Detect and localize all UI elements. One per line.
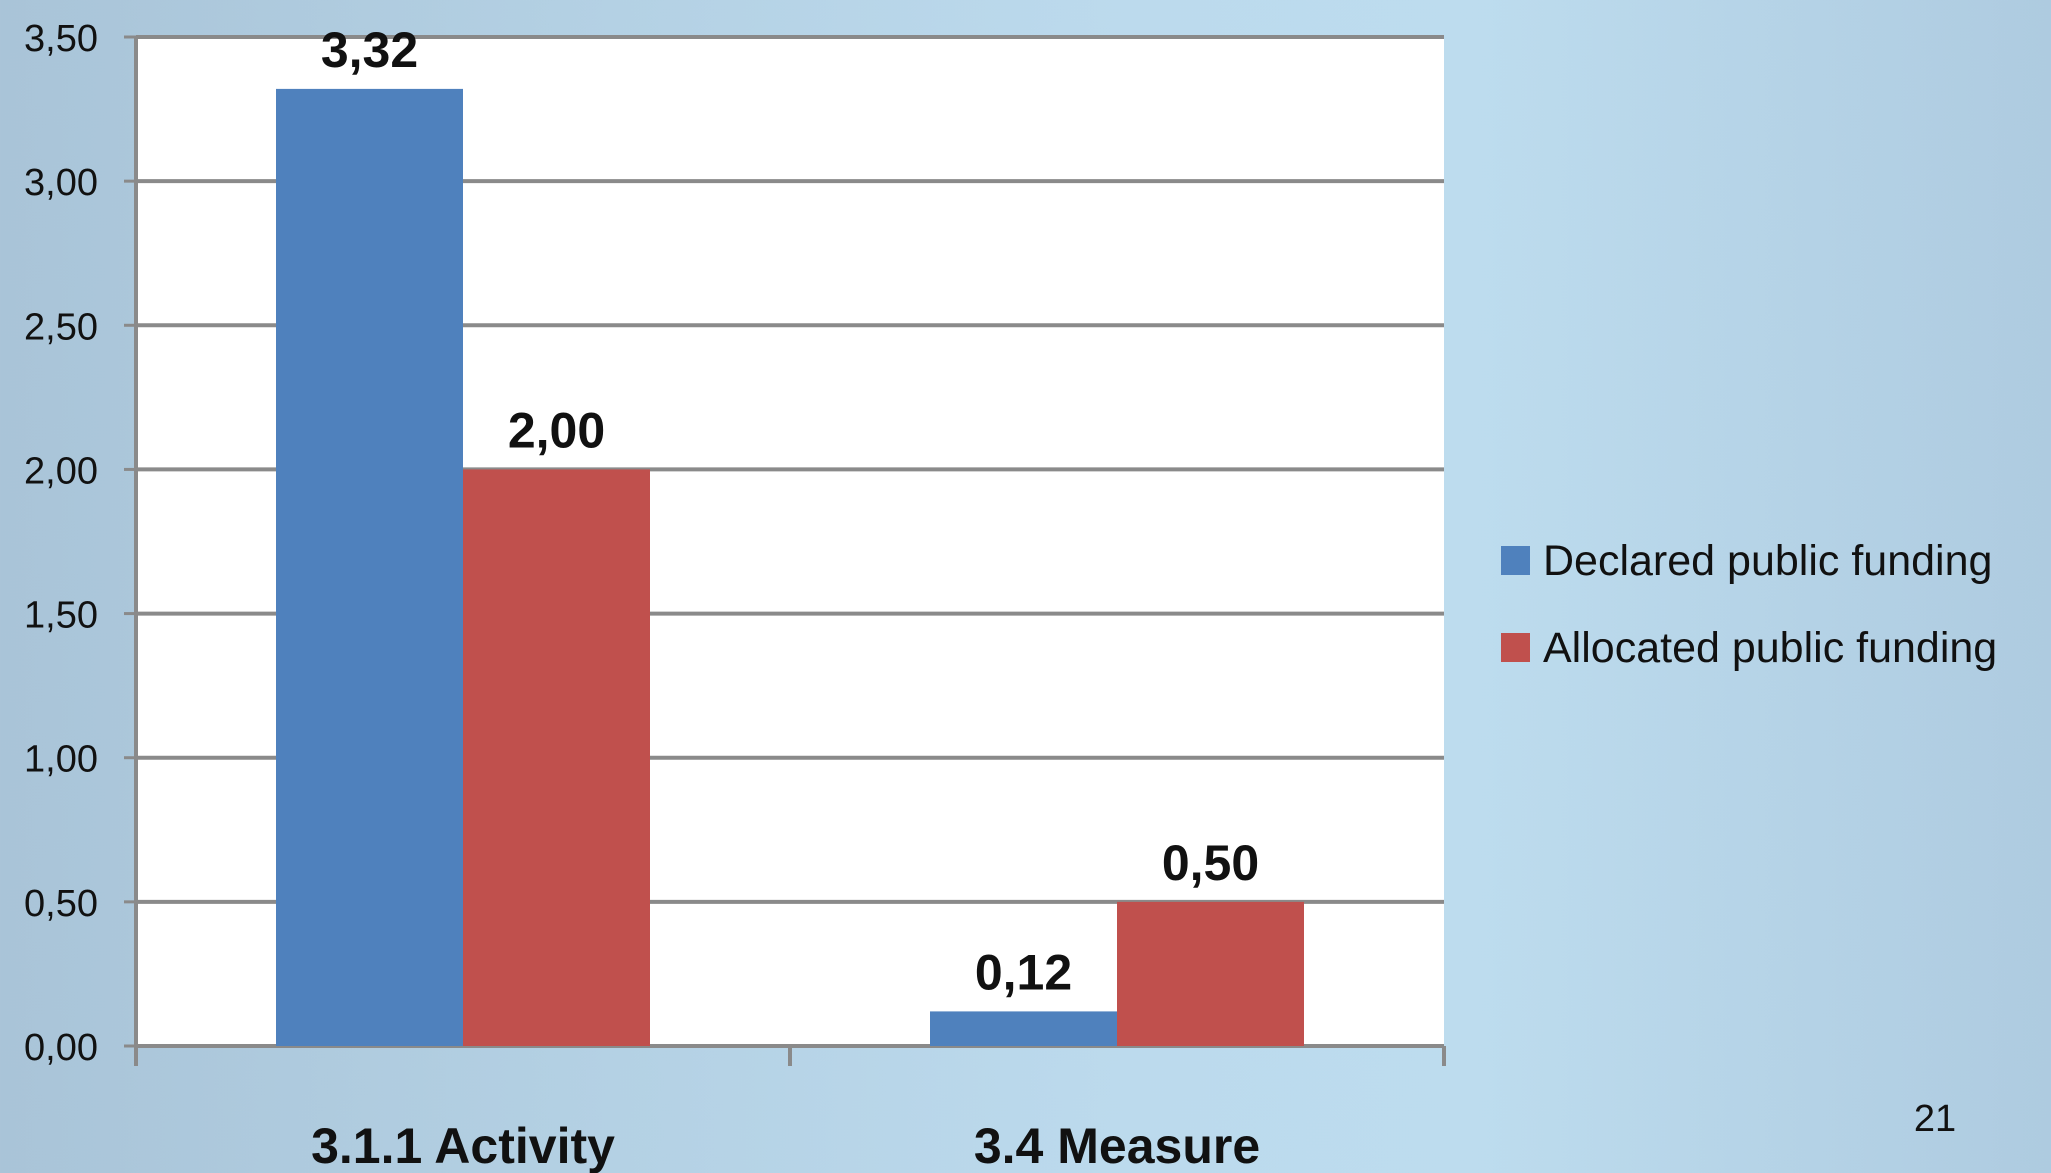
legend-label: Allocated public funding (1543, 624, 1997, 672)
data-label: 3,32 (321, 22, 418, 78)
data-label: 0,50 (1162, 835, 1259, 891)
y-tick-label: 3,00 (24, 162, 98, 204)
x-tick-labels: 3.1.1 Activity 3.4 Measure (311, 1118, 1260, 1173)
bar (276, 88, 463, 1047)
y-tick-label: 0,50 (24, 883, 98, 925)
bar (1117, 901, 1304, 1046)
data-label: 2,00 (508, 402, 605, 458)
bars (276, 88, 1304, 1047)
x-tick-label: 3.1.1 Activity (311, 1118, 615, 1173)
y-tick-label: 1,50 (24, 595, 98, 637)
data-labels: 3,32 2,00 0,12 0,50 (321, 22, 1259, 1001)
y-tick-label: 0,00 (24, 1027, 98, 1069)
x-axis (134, 1044, 1446, 1066)
legend-swatch (1501, 546, 1530, 575)
slide-number: 21 (1913, 1098, 1957, 1140)
y-tick-label: 2,50 (24, 306, 98, 348)
bar (463, 469, 650, 1046)
legend-swatch (1501, 633, 1530, 662)
x-tick-label: 3.4 Measure (974, 1118, 1260, 1173)
y-tick-label: 1,00 (24, 739, 98, 781)
y-axis: 0,00 0,50 1,00 1,50 2,00 2,50 3,00 3,50 (24, 18, 138, 1069)
legend: Declared public funding Allocated public … (1501, 537, 1997, 672)
y-tick-label: 2,00 (24, 450, 98, 492)
legend-label: Declared public funding (1543, 537, 1992, 585)
bar (930, 1011, 1117, 1046)
y-tick-label: 3,50 (24, 18, 98, 60)
data-label: 0,12 (975, 944, 1072, 1000)
